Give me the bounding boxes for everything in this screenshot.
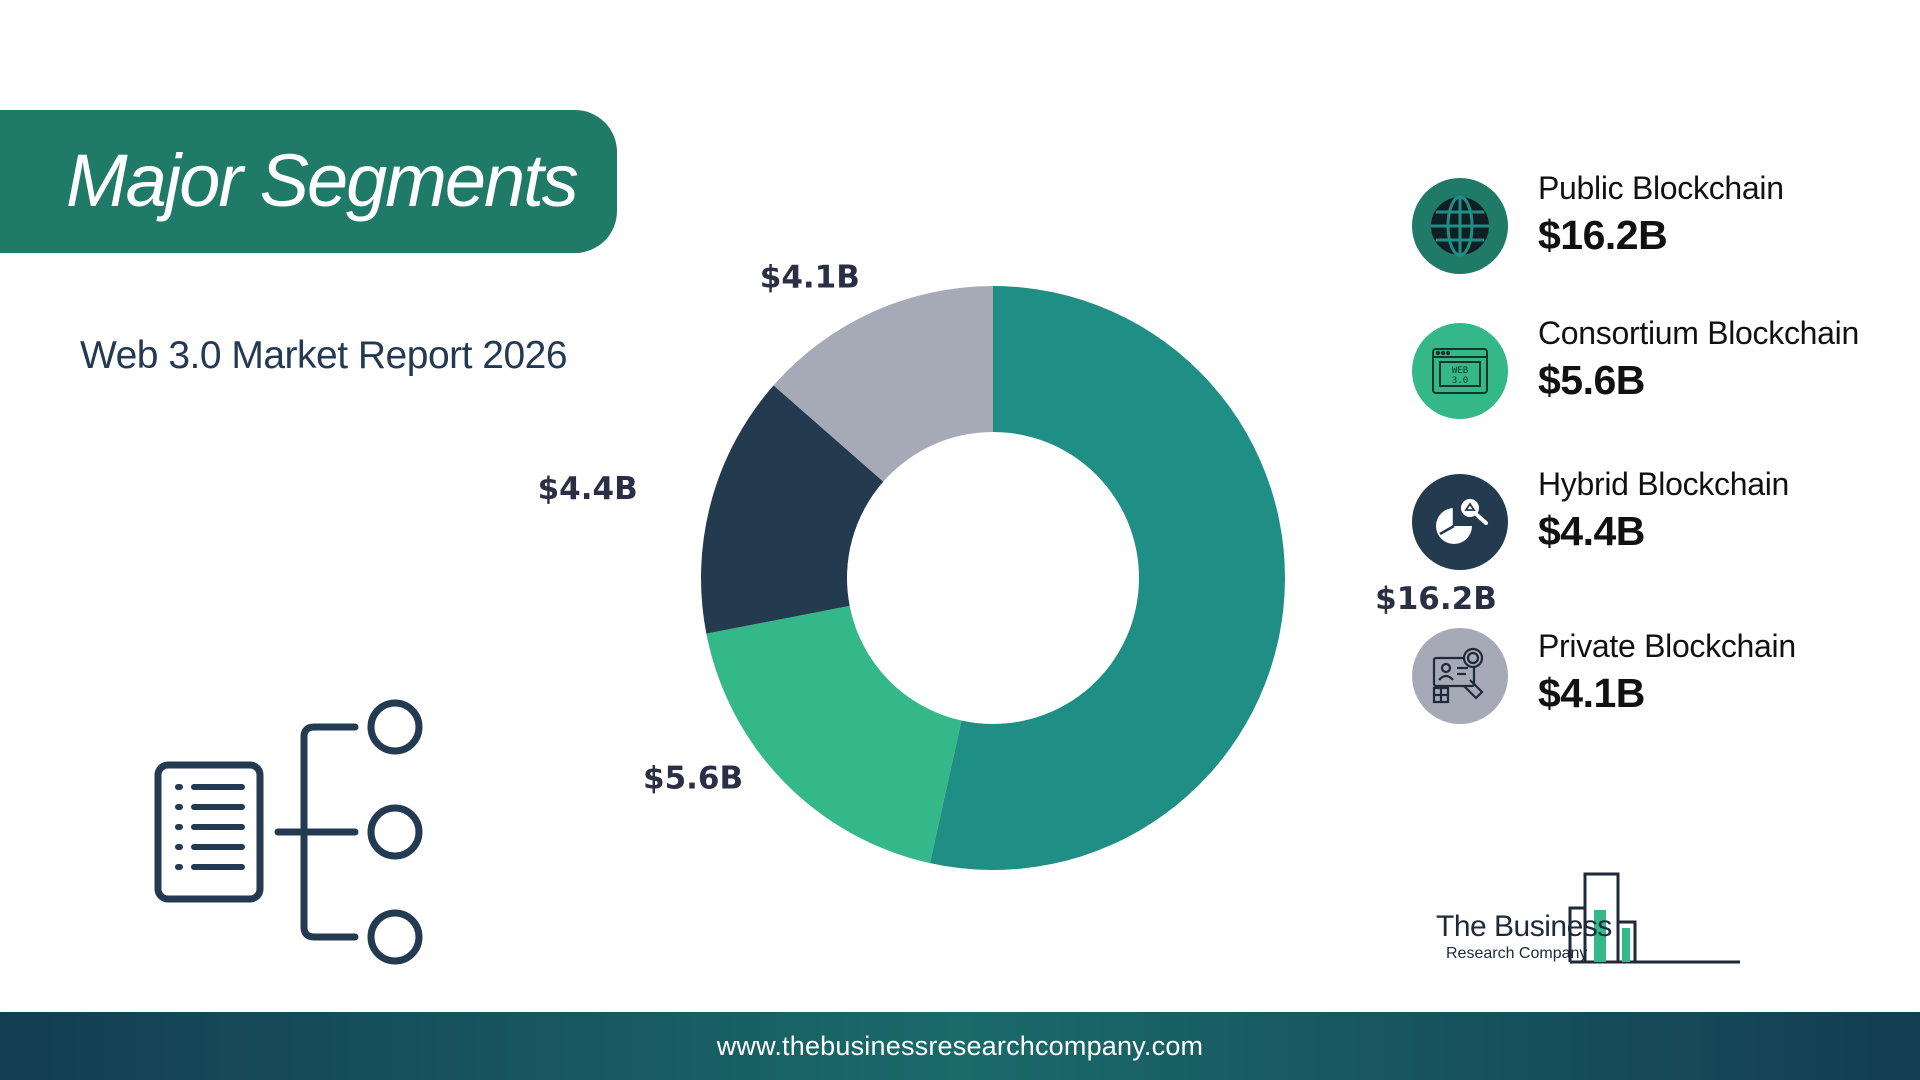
- donut-data-label: $4.4B: [538, 471, 638, 507]
- pie-search-icon: [1412, 474, 1508, 570]
- footer-bar: www.thebusinessresearchcompany.com: [0, 1012, 1920, 1080]
- donut-slice-private-blockchain: [773, 286, 993, 482]
- legend-item-private-blockchain: Private Blockchain $4.1B: [1410, 628, 1910, 728]
- web3-browser-icon: WEB 3.0: [1412, 323, 1508, 419]
- legend-label: Public Blockchain: [1538, 170, 1784, 206]
- logo-text-line1: The Business: [1436, 910, 1612, 943]
- donut-data-label: $4.1B: [760, 259, 860, 295]
- donut-slice-hybrid-blockchain: [701, 385, 884, 634]
- logo-buildings-icon: [1568, 872, 1740, 964]
- title-banner: Major Segments: [0, 110, 617, 253]
- donut-data-label: $5.6B: [643, 760, 743, 796]
- analytics-search-icon: [1412, 628, 1508, 724]
- logo-text-line2: Research Company: [1446, 945, 1588, 962]
- legend-label: Consortium Blockchain: [1538, 315, 1859, 351]
- svg-text:WEB: WEB: [1452, 366, 1468, 376]
- legend-item-consortium-blockchain: WEB 3.0 Consortium Blockchain $5.6B: [1410, 315, 1910, 419]
- donut-slice-consortium-blockchain: [706, 605, 962, 864]
- svg-text:3.0: 3.0: [1452, 376, 1468, 386]
- legend-item-public-blockchain: Public Blockchain $16.2B: [1410, 170, 1910, 274]
- footer-url-link[interactable]: www.thebusinessresearchcompany.com: [716, 1030, 1204, 1061]
- globe-icon: [1412, 178, 1508, 274]
- legend-label: Hybrid Blockchain: [1538, 466, 1790, 502]
- legend-value: $5.6B: [1538, 357, 1645, 403]
- donut-data-label: $16.2B: [1375, 581, 1497, 617]
- donut-slice-public-blockchain: [929, 286, 1286, 870]
- page-title: Major Segments: [66, 139, 579, 222]
- hierarchy-list-icon: [154, 699, 423, 965]
- legend-value: $4.1B: [1538, 670, 1645, 716]
- legend-value: $16.2B: [1538, 212, 1668, 258]
- report-subtitle: Web 3.0 Market Report 2026: [80, 334, 568, 377]
- company-logo: The Business Research Company: [1430, 870, 1750, 970]
- legend-value: $4.4B: [1538, 508, 1645, 554]
- legend-label: Private Blockchain: [1538, 628, 1796, 664]
- legend-item-hybrid-blockchain: Hybrid Blockchain $4.4B: [1410, 466, 1910, 570]
